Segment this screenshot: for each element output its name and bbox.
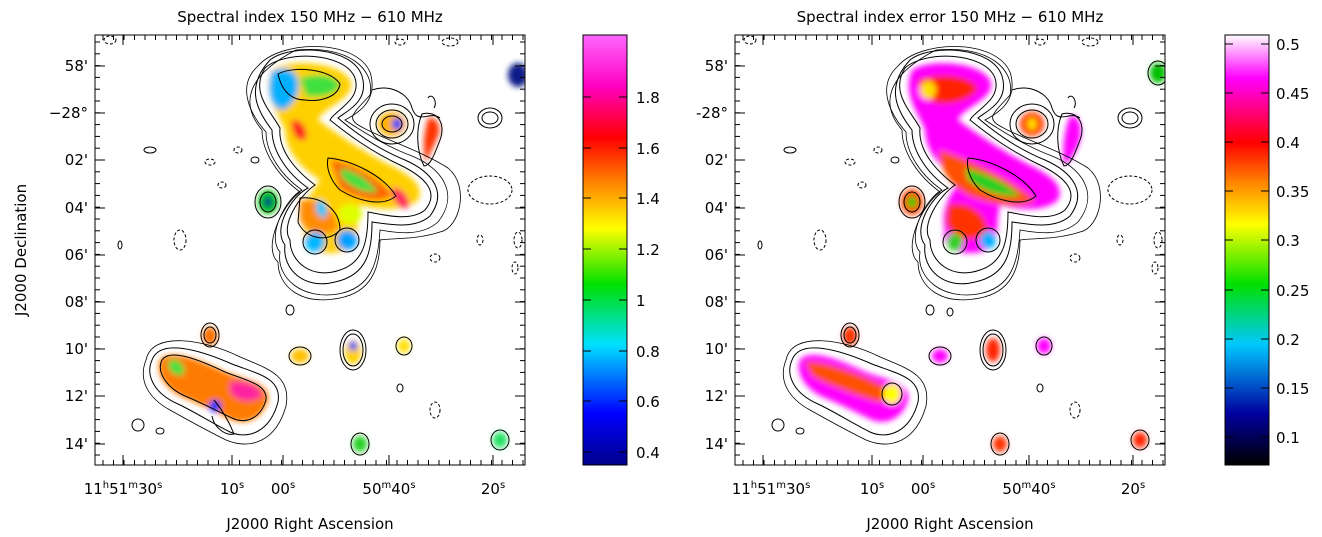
x-tick-labels: 11h51m30s 10s 00s 50m40s 20s: [732, 480, 1145, 498]
y-tick-label: 08': [705, 293, 728, 311]
negative-contours: [103, 35, 523, 419]
colorbar-tick-label: 0.15: [1276, 380, 1309, 398]
y-tick-label: -28°: [696, 104, 728, 122]
x-tick-label: 20s: [1121, 480, 1145, 498]
colorbar-spectral-index: 0.4 0.6 0.8 1 1.2 1.4 1.6 1.8: [582, 34, 660, 466]
y-tick-label: 08': [65, 293, 88, 311]
y-tick-label: 06': [65, 246, 88, 264]
x-tick-label: 10s: [860, 480, 884, 498]
spectral-index-error-map: [798, 63, 1165, 452]
plot-frame: [94, 34, 526, 466]
colorbar-spectral-index-error: 0.1 0.15 0.2 0.25 0.3 0.35 0.4 0.45 0.5: [1224, 34, 1309, 466]
colorbar-tick-label: 0.45: [1276, 85, 1309, 103]
image-area: [95, 35, 525, 465]
x-tick-label: 11h51m30s: [84, 480, 163, 498]
x-tick-label: 10s: [220, 480, 244, 498]
x-tick-label: 20s: [481, 480, 505, 498]
colorbar-tick-label: 0.4: [636, 444, 660, 462]
y-tick-label: 10': [705, 340, 728, 358]
x-axis-label: J2000 Right Ascension: [225, 515, 393, 533]
y-tick-label: 14': [705, 435, 728, 453]
y-tick-label: 10': [65, 340, 88, 358]
colorbar-tick-label: 0.25: [1276, 282, 1309, 300]
x-tick-label: 00s: [271, 480, 295, 498]
colorbar-tick-label: 1.6: [636, 140, 660, 158]
plot-frame: [734, 34, 1166, 466]
intensity-contours: [117, 46, 510, 456]
colorbar-gradient: [1224, 34, 1270, 466]
y-tick-label: 06': [705, 246, 728, 264]
y-tick-label: 02': [65, 151, 88, 169]
colorbar-ticks: [583, 96, 627, 453]
tick-marks: [735, 35, 1165, 465]
image-area: [735, 35, 1165, 465]
colorbar-tick-label: 1.4: [636, 190, 660, 208]
x-tick-label: 50m40s: [1002, 480, 1055, 498]
colorbar-gradient: [582, 34, 628, 466]
colorbar-tick-label: 0.35: [1276, 183, 1309, 201]
y-tick-label: 04': [705, 199, 728, 217]
colorbar-tick-label: 1: [636, 292, 646, 310]
colorbar-tick-label: 0.8: [636, 343, 660, 361]
tick-marks: [95, 35, 525, 465]
negative-contours: [743, 35, 1163, 419]
panel-spectral-index: Spectral index 150 MHz − 610 MHz: [12, 8, 660, 533]
y-axis-label: J2000 Declination: [12, 184, 30, 317]
x-tick-label: 50m40s: [362, 480, 415, 498]
y-tick-label: 12': [705, 387, 728, 405]
y-tick-labels: 58' −28° 02' 04' 06' 08' 10' 12' 14': [49, 57, 88, 453]
colorbar-tick-label: 0.4: [1276, 134, 1300, 152]
y-tick-label: 14': [65, 435, 88, 453]
colorbar-tick-label: 0.3: [1276, 232, 1300, 250]
colorbar-tick-label: 1.8: [636, 89, 660, 107]
x-axis-label: J2000 Right Ascension: [865, 515, 1033, 533]
intensity-contours: [757, 46, 1165, 456]
y-tick-label: 58': [65, 57, 88, 75]
colorbar-tick-label: 0.6: [636, 393, 660, 411]
y-tick-label: 12': [65, 387, 88, 405]
panel-title: Spectral index error 150 MHz − 610 MHz: [797, 8, 1104, 26]
colorbar-tick-label: 0.2: [1276, 331, 1300, 349]
y-tick-label: 04': [65, 199, 88, 217]
colorbar-tick-label: 0.5: [1276, 36, 1300, 54]
y-tick-labels: 58' -28° 02' 04' 06' 08' 10' 12' 14': [696, 57, 728, 453]
colorbar-ticks: [1225, 43, 1269, 438]
x-tick-label: 00s: [911, 480, 935, 498]
x-tick-label: 11h51m30s: [732, 480, 811, 498]
y-tick-label: 58': [705, 57, 728, 75]
spectral-index-map: [158, 63, 525, 452]
colorbar-tick-label: 1.2: [636, 241, 660, 259]
panel-spectral-index-error: Spectral index error 150 MHz − 610 MHz: [696, 8, 1309, 533]
x-tick-labels: 11h51m30s 10s 00s 50m40s 20s: [84, 480, 505, 498]
panel-title: Spectral index 150 MHz − 610 MHz: [177, 8, 443, 26]
y-tick-label: 02': [705, 151, 728, 169]
colorbar-tick-label: 0.1: [1276, 429, 1300, 447]
y-tick-label: −28°: [49, 104, 88, 122]
